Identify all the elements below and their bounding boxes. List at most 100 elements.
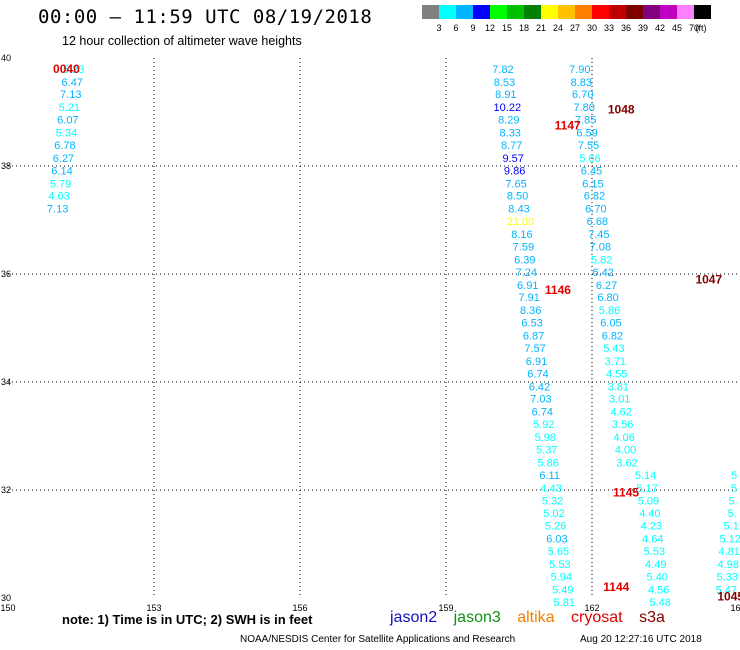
- swh-value: 4.06: [613, 432, 634, 444]
- swh-value: 8.16: [511, 229, 532, 241]
- colorbar-label: 36: [621, 23, 631, 33]
- y-tick-label: 32: [1, 485, 11, 495]
- swh-value: 6.27: [596, 280, 617, 292]
- swh-value: 4.43: [540, 483, 561, 495]
- colorbar-swatch: [609, 5, 626, 19]
- swh-value: 5.1: [724, 521, 739, 533]
- swh-value: 5.92: [533, 419, 554, 431]
- swh-value: 6.11: [539, 470, 560, 482]
- colorbar-label: 18: [519, 23, 529, 33]
- swh-value: 5: [731, 470, 737, 482]
- y-tick-label: 30: [1, 593, 11, 603]
- swh-value: 5.94: [551, 571, 572, 583]
- colorbar-swatch: [626, 5, 643, 19]
- swh-value: 7.90: [569, 64, 590, 76]
- swh-value: 6.03: [546, 534, 567, 546]
- swh-value: 5.12: [720, 534, 740, 546]
- colorbar-swatch: [507, 5, 524, 19]
- swh-value: 6.70: [572, 89, 593, 101]
- colorbar-label: 39: [638, 23, 648, 33]
- swh-value: 3.62: [616, 457, 637, 469]
- swh-value: 5.34: [56, 128, 77, 140]
- swh-value: 8.50: [507, 191, 528, 203]
- swh-value: 7.24: [516, 267, 537, 279]
- swh-value: 8.91: [495, 89, 516, 101]
- colorbar-swatch: [694, 5, 711, 19]
- colorbar-label: 70: [689, 23, 699, 33]
- swh-value: 6.07: [57, 115, 78, 127]
- swh-value: 7.65: [505, 178, 526, 190]
- swh-value: 4.23: [641, 521, 662, 533]
- swh-value: 5.53: [549, 559, 570, 571]
- chart-title: 00:00 – 11:59 UTC 08/19/2018: [38, 6, 373, 28]
- swh-value: 6.15: [582, 178, 603, 190]
- pass-time-label: 1144: [603, 580, 629, 594]
- x-tick-label: 150: [0, 603, 15, 613]
- pass-time-label: 1045: [717, 589, 740, 603]
- x-tick-label: 153: [146, 603, 161, 613]
- swh-value: 6.82: [584, 191, 605, 203]
- colorbar-swatch: [592, 5, 609, 19]
- swh-value: 7.91: [519, 292, 540, 304]
- swh-value: 3.56: [612, 419, 633, 431]
- swh-value: 6.42: [592, 267, 613, 279]
- colorbar-label: 9: [470, 23, 475, 33]
- swh-value: 6.05: [600, 318, 621, 330]
- swh-value: 5.32: [542, 495, 563, 507]
- satellite-legend: jason2 jason3 altika cryosat s3a: [390, 609, 677, 627]
- swh-value: 3.71: [605, 356, 626, 368]
- colorbar-label: 27: [570, 23, 580, 33]
- pass-time-label: 1047: [695, 272, 722, 286]
- swh-value: 5.43: [603, 343, 624, 355]
- y-tick-label: 36: [1, 269, 11, 279]
- swh-value: 5.53: [644, 546, 665, 558]
- swh-value: 4.62: [610, 407, 631, 419]
- swh-value: 5.40: [647, 571, 668, 583]
- swh-value: 4.00: [615, 445, 636, 457]
- swh-value: 6.53: [521, 318, 542, 330]
- swh-value: 4.49: [645, 559, 666, 571]
- colorbar-label: 21: [536, 23, 546, 33]
- colorbar-label: 33: [604, 23, 614, 33]
- swh-value: 5.98: [535, 432, 556, 444]
- swh-value: 7.80: [574, 102, 595, 114]
- swh-value: 7.59: [513, 241, 534, 253]
- swh-value: 7.85: [575, 115, 596, 127]
- swh-value: 6.39: [514, 254, 535, 266]
- swh-value: 4.56: [648, 584, 669, 596]
- swh-value: 5.37: [536, 445, 557, 457]
- swh-value: 5.14: [635, 470, 656, 482]
- swh-value: 7.57: [524, 343, 545, 355]
- swh-value: 4.63: [48, 191, 69, 203]
- swh-value: 7.08: [590, 241, 611, 253]
- satellite-s3a: s3a: [639, 609, 665, 626]
- swh-value: 8.33: [500, 128, 521, 140]
- swh-value: 8.77: [501, 140, 522, 152]
- swh-value: 5.21: [59, 102, 80, 114]
- satellite-cryosat: cryosat: [571, 609, 623, 626]
- swh-value: 8.29: [498, 115, 519, 127]
- swh-value: 5.23: [63, 64, 84, 76]
- swh-value: 8.83: [571, 77, 592, 89]
- satellite-jason2: jason2: [390, 609, 438, 626]
- x-tick-label: 162: [584, 603, 599, 613]
- swh-value: 6.45: [581, 165, 602, 177]
- colorbar-label: 24: [553, 23, 563, 33]
- pass-time-label: 1147: [555, 119, 581, 133]
- swh-value: 8.36: [520, 305, 541, 317]
- swh-value: 4.55: [606, 368, 627, 380]
- pass-time-label: 1145: [613, 486, 639, 500]
- colorbar-swatch: [677, 5, 694, 19]
- swh-value: 8.43: [508, 204, 529, 216]
- swh-value: 7.03: [530, 394, 551, 406]
- colorbar-label: 15: [502, 23, 512, 33]
- swh-value: 5.02: [543, 508, 564, 520]
- swh-value: 6.68: [587, 216, 608, 228]
- swh-value: 6.70: [585, 204, 606, 216]
- colorbar-label: 12: [485, 23, 495, 33]
- swh-value: 5.: [729, 495, 738, 507]
- swh-value: 8.53: [494, 77, 515, 89]
- swh-value: 5.47: [716, 584, 737, 596]
- swh-value: 5.81: [554, 597, 575, 609]
- swh-value: 3.81: [608, 381, 629, 393]
